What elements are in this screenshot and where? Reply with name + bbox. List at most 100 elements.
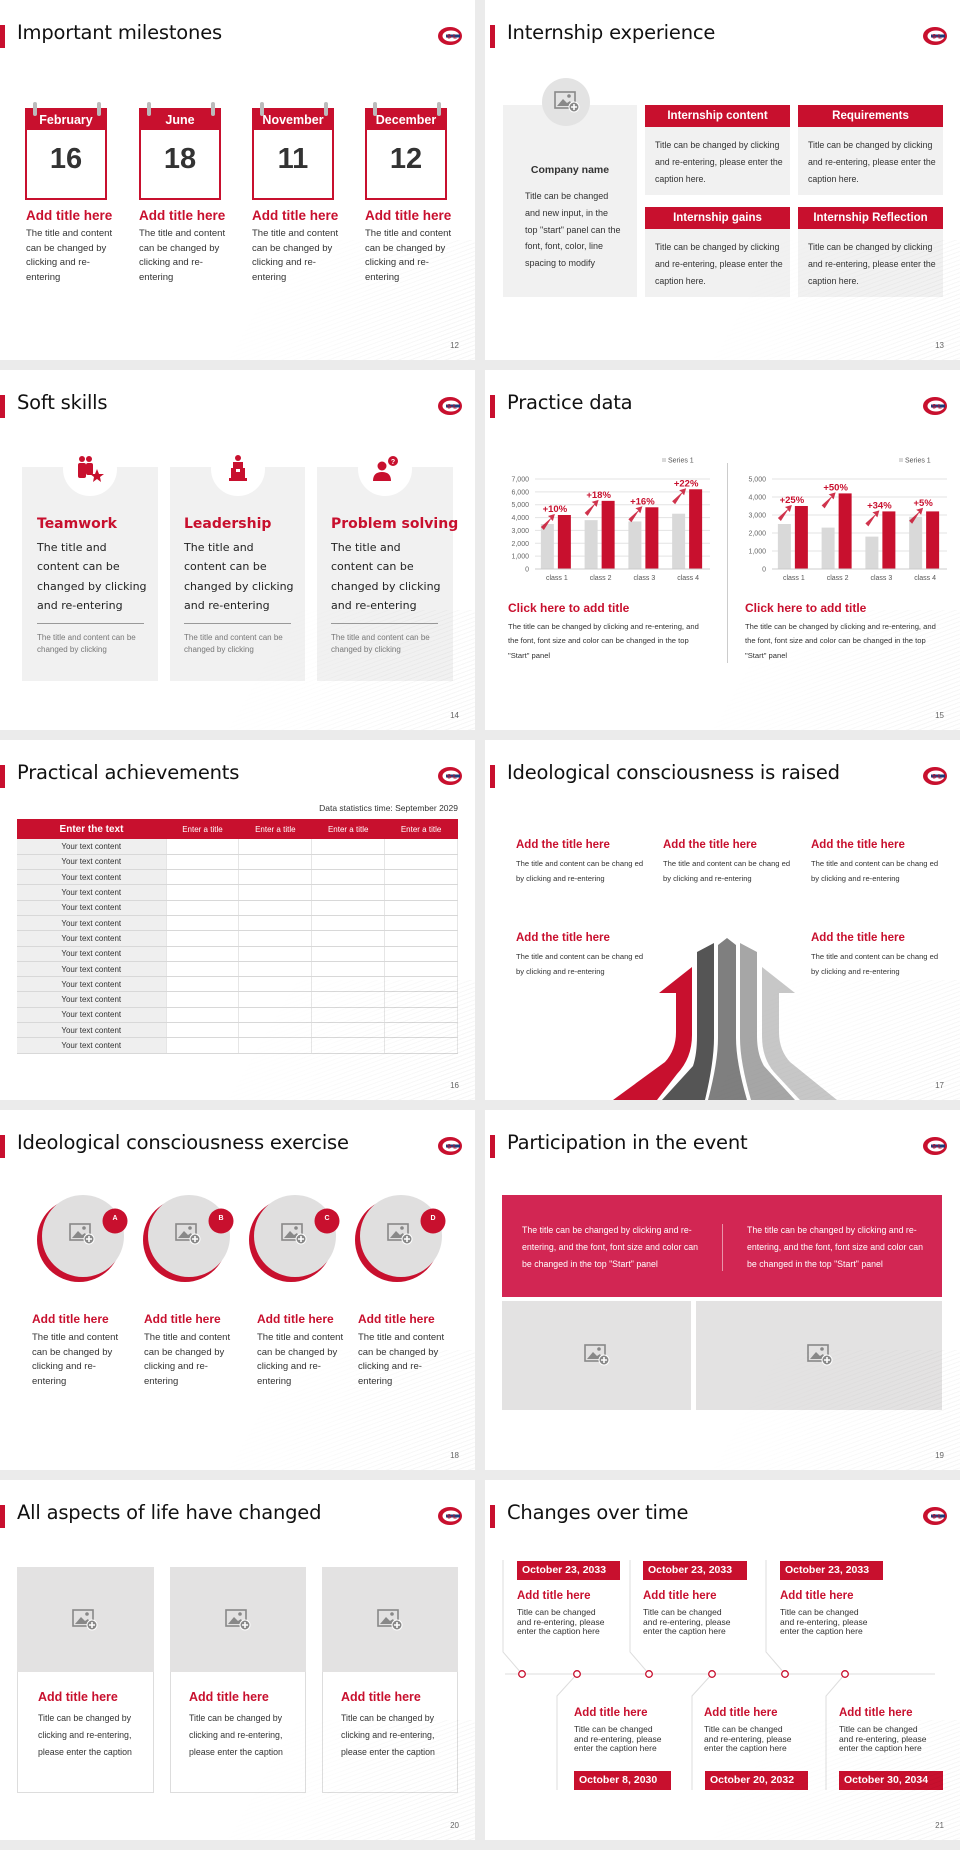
table-cell[interactable] (238, 976, 313, 993)
table-cell[interactable] (166, 869, 240, 886)
x-tick-label: class 4 (677, 575, 699, 582)
slide-title: All aspects of life have changed (17, 1501, 322, 1524)
skill-text: The title and content can be changed by … (331, 541, 441, 612)
event-text: Title can be changed and re-entering, pl… (643, 1607, 731, 1637)
slide-practical-achievements[interactable]: Practical achievements Data statistics t… (0, 740, 475, 1100)
table-cell[interactable] (238, 1037, 313, 1054)
table-cell[interactable] (311, 854, 386, 871)
table-cell[interactable] (238, 961, 313, 978)
item-text: The title and content can be chang ed by… (663, 859, 791, 883)
box-heading: Internship gains (645, 207, 790, 229)
slide-title: Important milestones (17, 21, 222, 44)
table-cell[interactable] (166, 930, 240, 947)
panel-text: The title can be changed by clicking and… (522, 1225, 699, 1269)
bar-series-2 (689, 489, 703, 569)
table-cell[interactable] (311, 884, 386, 901)
page-number: 14 (450, 711, 459, 720)
event-heading: Add title here (839, 1707, 913, 1719)
image-add-icon (72, 1609, 98, 1631)
table-cell[interactable] (166, 976, 240, 993)
table-cell[interactable] (311, 900, 386, 916)
slide-all-aspects-of-life-changed[interactable]: All aspects of life have changed Add tit… (0, 1480, 475, 1840)
table-cell[interactable] (166, 991, 240, 1008)
table-cell[interactable] (238, 900, 313, 916)
y-tick-label: 6,000 (511, 489, 529, 496)
table-row: Your text content (17, 869, 458, 886)
calendar-icon: December 12 (365, 102, 447, 200)
table-cell[interactable] (238, 930, 313, 947)
table-header: Enter the text (17, 819, 166, 839)
table-cell[interactable] (166, 884, 240, 901)
slide-ideological-consciousness-raised[interactable]: Ideological consciousness is raised Add … (485, 740, 960, 1100)
photo-placeholder[interactable] (542, 78, 590, 126)
slide-participation-in-the-event[interactable]: Participation in the event The title can… (485, 1110, 960, 1470)
photo-placeholder[interactable] (170, 1567, 306, 1672)
bar-series-2 (601, 500, 615, 569)
table-cell[interactable] (384, 854, 458, 871)
photo-circles (37, 1195, 446, 1282)
table-cell[interactable] (238, 869, 313, 886)
table-cell[interactable] (311, 991, 386, 1008)
table-row: Your text content (17, 976, 458, 993)
arrow-red (613, 967, 692, 1100)
photo-placeholder[interactable] (502, 1301, 691, 1410)
table-cell[interactable] (238, 854, 313, 871)
table-cell[interactable] (166, 900, 240, 916)
table-cell[interactable] (238, 915, 313, 932)
photo-placeholder[interactable] (17, 1567, 154, 1672)
table-cell[interactable] (311, 915, 386, 932)
title-accent-bar (0, 25, 5, 48)
table-cell[interactable] (166, 915, 240, 932)
slide-ideological-consciousness-exercise[interactable]: Ideological consciousness exercise A B C… (0, 1110, 475, 1470)
table-cell[interactable] (238, 991, 313, 1008)
table-cell[interactable] (384, 1007, 458, 1024)
table-cell[interactable] (238, 884, 313, 901)
slide-important-milestones[interactable]: Important milestones February 16 June 18 N… (0, 0, 475, 360)
table-cell[interactable] (311, 961, 386, 978)
slide-changes-over-time[interactable]: Changes over time October 23, 2033 Octob… (485, 1480, 960, 1840)
table-cell[interactable] (384, 884, 458, 901)
table-cell[interactable] (311, 976, 386, 993)
table-cell[interactable] (166, 854, 240, 871)
table-cell[interactable] (166, 1007, 240, 1024)
table-cell[interactable] (166, 1037, 240, 1054)
table-cell[interactable] (238, 839, 313, 855)
table-cell[interactable] (311, 946, 386, 962)
table-cell[interactable] (384, 976, 458, 993)
photo-placeholder[interactable] (322, 1567, 458, 1672)
table-cell[interactable] (384, 900, 458, 916)
table-cell[interactable] (384, 961, 458, 978)
table-cell[interactable] (384, 915, 458, 932)
box-text: Title can be changed by clicking and re-… (655, 140, 783, 184)
table-cell[interactable] (384, 930, 458, 947)
table-cell[interactable] (311, 930, 386, 947)
table-cell[interactable] (384, 869, 458, 886)
slide-internship-experience[interactable]: Internship experience Company name Title… (485, 0, 960, 360)
table-cell[interactable] (238, 1022, 313, 1039)
table-cell[interactable] (311, 869, 386, 886)
table-cell[interactable] (384, 1022, 458, 1039)
slide-practice-data[interactable]: Practice data 0 1,000 2,000 3,000 4,000 5,000… (485, 370, 960, 730)
table-cell[interactable] (311, 839, 386, 855)
table-cell[interactable] (166, 1022, 240, 1039)
title-accent-bar (0, 1505, 5, 1528)
table-cell[interactable] (384, 991, 458, 1008)
table-cell[interactable] (166, 946, 240, 962)
timeline-node (708, 1670, 716, 1678)
growth-label: +10% (543, 504, 568, 515)
timeline-node (781, 1670, 789, 1678)
table-cell[interactable] (311, 1022, 386, 1039)
table-cell[interactable] (238, 1007, 313, 1024)
slide-soft-skills[interactable]: Soft skills ? Teamwork Leadership Proble… (0, 370, 475, 730)
table-cell[interactable] (238, 946, 313, 962)
skill-card (317, 467, 453, 681)
table-cell[interactable] (311, 1037, 386, 1054)
table-cell[interactable] (384, 839, 458, 855)
photo-placeholder[interactable] (696, 1301, 942, 1410)
table-cell[interactable] (384, 946, 458, 962)
table-cell[interactable] (166, 839, 240, 855)
logo-icon (922, 396, 948, 416)
table-cell[interactable] (384, 1037, 458, 1054)
table-cell[interactable] (166, 961, 240, 978)
table-cell[interactable] (311, 1007, 386, 1024)
